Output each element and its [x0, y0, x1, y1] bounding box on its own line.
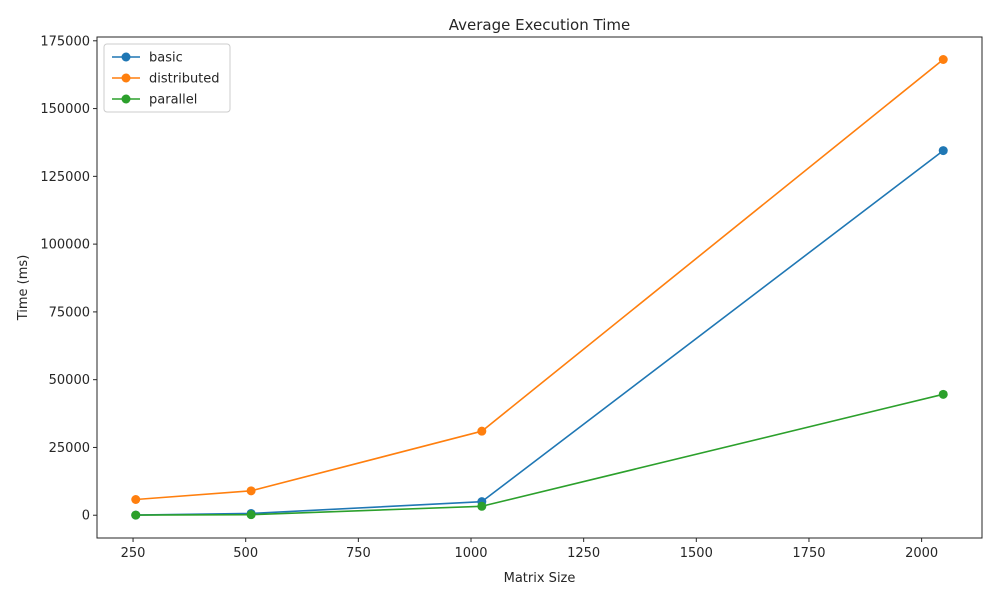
legend: basic distributed parallel: [103, 43, 231, 113]
data-point-basic: [938, 146, 948, 156]
x-tick-label: 1500: [680, 546, 713, 561]
data-point-parallel: [938, 389, 948, 399]
y-tick-label: 25000: [49, 441, 90, 456]
legend-marker-parallel: [121, 94, 131, 104]
legend-label-distributed: distributed: [149, 72, 220, 87]
data-point-distributed: [131, 495, 141, 505]
data-point-parallel: [477, 501, 487, 511]
legend-label-basic: basic: [149, 51, 183, 66]
y-tick-label: 50000: [49, 373, 90, 388]
data-point-distributed: [246, 486, 256, 496]
y-tick-label: 175000: [40, 34, 90, 49]
series-line-parallel: [135, 393, 944, 516]
x-tick-label: 250: [121, 546, 146, 561]
legend-label-parallel: parallel: [149, 93, 197, 108]
x-tick-label: 1250: [567, 546, 600, 561]
legend-marker-distributed: [121, 73, 131, 83]
y-axis: 0 25000 50000 75000 100000 125000 150000 175000: [40, 34, 97, 524]
x-tick-label: 1750: [792, 546, 825, 561]
data-point-distributed: [477, 426, 487, 436]
x-tick-label: 1000: [454, 546, 487, 561]
chart-title: Average Execution Time: [449, 16, 630, 34]
y-tick-label: 0: [82, 509, 90, 524]
data-point-distributed: [938, 55, 948, 65]
y-tick-label: 150000: [40, 102, 90, 117]
data-point-parallel: [131, 510, 141, 520]
y-tick-label: 125000: [40, 170, 90, 185]
x-tick-label: 750: [346, 546, 371, 561]
legend-marker-basic: [121, 52, 131, 62]
y-tick-label: 100000: [40, 238, 90, 253]
legend-box: [103, 43, 231, 113]
series-line-distributed: [135, 58, 944, 501]
axes-frame: [96, 36, 983, 539]
y-tick-label: 75000: [49, 305, 90, 320]
x-tick-label: 500: [233, 546, 258, 561]
x-axis-title: Matrix Size: [504, 571, 576, 586]
data-point-parallel: [246, 510, 256, 520]
y-axis-title: Time (ms): [16, 255, 31, 322]
plot-area: [131, 55, 948, 520]
x-axis: 250 500 750 1000 1250 1500 1750 2000: [121, 538, 938, 561]
x-tick-label: 2000: [905, 546, 938, 561]
